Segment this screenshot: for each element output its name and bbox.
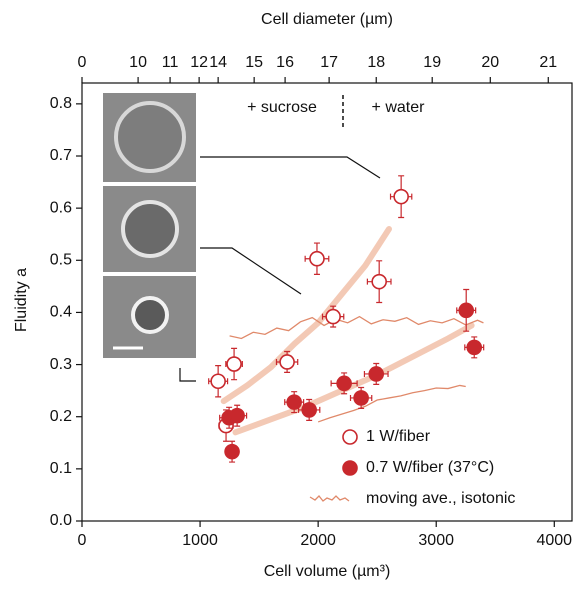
x2-tick-label: 18 [367, 54, 385, 71]
point [279, 354, 295, 370]
annotation: + water [372, 99, 426, 116]
y-tick-label: 0.6 [50, 199, 72, 216]
x2-tick-label: 10 [129, 54, 147, 71]
x-tick-label: 4000 [536, 532, 572, 549]
y-tick-label: 0.4 [50, 304, 72, 321]
y-tick-label: 0.0 [50, 512, 72, 529]
point [336, 375, 352, 392]
x-tick-label: 3000 [418, 532, 454, 549]
x-axis-label: Cell volume (µm³) [264, 563, 391, 580]
y-tick-label: 0.2 [50, 408, 72, 425]
x2-axis-label: Cell diameter (µm) [261, 11, 393, 28]
point [309, 250, 325, 267]
cell [131, 296, 169, 334]
x2-tick-label: 14 [209, 54, 227, 71]
y-tick-label: 0.3 [50, 356, 72, 373]
x-tick-label: 1000 [182, 532, 218, 549]
x2-tick-label: 20 [481, 54, 499, 71]
connector [200, 247, 302, 295]
point [210, 373, 226, 390]
fit-curve [220, 226, 475, 436]
moving-average [229, 315, 484, 423]
x-tick-label: 2000 [300, 532, 336, 549]
point [458, 302, 475, 319]
x2-tick-label: 15 [245, 54, 263, 71]
legend-marker [342, 429, 358, 445]
point [286, 394, 302, 410]
plot-frame [81, 82, 573, 522]
point [353, 390, 369, 406]
y-tick-label: 0.8 [50, 95, 72, 112]
x2-tick-label: 21 [539, 54, 557, 71]
point [226, 356, 242, 372]
x2-tick-label: 16 [276, 54, 294, 71]
x2-tick-label: 12 [190, 54, 208, 71]
y-tick-label: 0.7 [50, 147, 72, 164]
legend-label: 0.7 W/fiber (37°C) [366, 459, 494, 476]
y-tick-label: 0.1 [50, 460, 72, 477]
y-tick-label: 0.5 [50, 252, 72, 269]
point [229, 407, 245, 424]
x-tick-label: 0 [78, 532, 87, 549]
cell [114, 101, 186, 173]
legend-marker [342, 460, 358, 476]
point [301, 402, 317, 418]
point [325, 308, 341, 325]
x2-tick-label: 11 [162, 54, 179, 71]
cell [121, 200, 179, 258]
legend-marker [309, 495, 350, 502]
point [224, 443, 240, 460]
point [393, 188, 409, 205]
x2-tick-label: 19 [423, 54, 441, 71]
y-axis-label: Fluidity a [13, 268, 30, 332]
point [466, 339, 483, 356]
point [371, 273, 387, 290]
insets [103, 93, 381, 382]
connector [179, 368, 196, 382]
x2-tick-label: 17 [320, 54, 338, 71]
annotation: + sucrose [247, 99, 317, 116]
legend-label: moving ave., isotonic [366, 490, 515, 507]
point [368, 366, 385, 382]
x2-tick-label: 0 [78, 54, 87, 71]
legend-label: 1 W/fiber [366, 428, 431, 445]
connector [200, 156, 381, 179]
